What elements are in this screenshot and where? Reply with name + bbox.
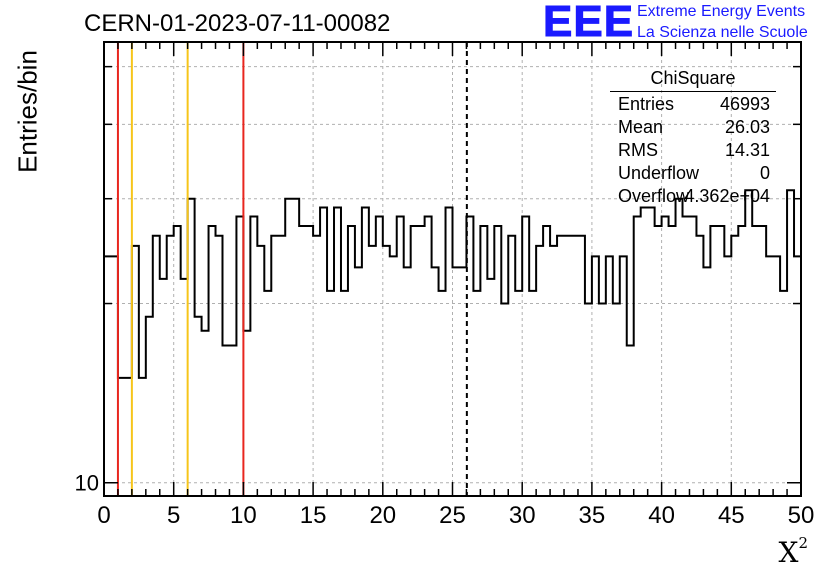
stats-label-overflow: Overflow [618, 186, 690, 206]
stats-divider [610, 91, 776, 92]
stats-label-underflow: Underflow [618, 163, 700, 183]
stats-value-entries: 46993 [719, 94, 770, 114]
x-tick-label: 20 [369, 502, 396, 529]
x-tick-label: 10 [230, 502, 257, 529]
logo-line-2: La Scienza nelle Scuole [637, 24, 808, 41]
logo-line-1: Extreme Energy Events [637, 3, 806, 20]
stats-value-rms: 14.31 [724, 140, 770, 160]
stats-title: ChiSquare [650, 68, 736, 88]
y-axis-label: Entries/bin [12, 50, 43, 173]
stats-value-mean: 26.03 [724, 117, 770, 137]
stats-label-rms: RMS [618, 140, 658, 160]
x-tick-label: 30 [509, 502, 536, 529]
x-tick-label: 45 [718, 502, 745, 529]
histogram-line [104, 189, 801, 379]
x-tick-label: 25 [439, 502, 466, 529]
x-axis-label: X2 [778, 534, 808, 569]
x-tick-label: 5 [167, 502, 180, 529]
x-tick-label: 0 [97, 502, 110, 529]
stats-value-underflow: 0 [759, 163, 770, 183]
stats-label-entries: Entries [618, 94, 675, 114]
chart-title: CERN-01-2023-07-11-00082 [84, 10, 391, 37]
x-tick-label: 50 [788, 502, 815, 529]
stats-label-mean: Mean [618, 117, 664, 137]
eee-logo: EEE [542, 0, 635, 46]
x-tick-label: 35 [579, 502, 606, 529]
x-tick-label: 15 [300, 502, 327, 529]
stats-value-overflow: 4.362e+04 [684, 186, 770, 206]
x-tick-label: 40 [648, 502, 675, 529]
y-tick-label: 10 [75, 471, 99, 496]
